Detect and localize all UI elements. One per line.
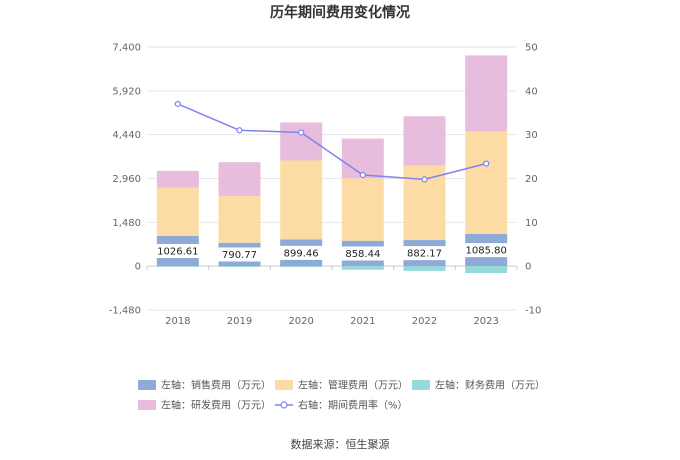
x-axis-tick-label: 2019 xyxy=(227,316,252,327)
legend-line-marker xyxy=(280,401,288,409)
left-axis-tick-label: 5,920 xyxy=(112,86,141,97)
x-axis-tick-label: 2018 xyxy=(165,316,190,327)
legend-swatch xyxy=(412,380,430,390)
bar xyxy=(218,195,261,243)
bar xyxy=(280,266,323,268)
data-label: 899.46 xyxy=(284,248,319,259)
left-axis-ticks: 7,400 5,920 4,440 2,960 1,480 0 -1,480 xyxy=(109,43,141,317)
chart-title: 历年期间费用变化情况 xyxy=(270,4,410,21)
data-label-bg xyxy=(340,246,386,261)
data-label: 882.17 xyxy=(407,249,442,260)
bars xyxy=(156,55,508,273)
bar xyxy=(341,266,384,270)
right-axis-tick-label: 50 xyxy=(525,43,538,54)
x-axis-tick-label: 2022 xyxy=(412,316,437,327)
legend[interactable]: 左轴：销售费用（万元） 左轴：管理费用（万元） 左轴：财务费用（万元） 左轴：研发费用… xyxy=(138,379,545,412)
x-axis-tick-label: 2021 xyxy=(350,316,375,327)
bar xyxy=(280,122,323,161)
right-axis-tick-label: -10 xyxy=(525,306,541,317)
data-labels: 1026.61 790.77 899.46 858.44 882.17 1085.80 xyxy=(152,243,512,262)
data-label: 858.44 xyxy=(345,249,380,260)
bar xyxy=(156,187,199,236)
bar xyxy=(403,266,446,271)
data-label-bg xyxy=(217,247,262,262)
bar xyxy=(465,266,508,273)
bar xyxy=(218,162,261,196)
gridlines xyxy=(147,46,517,311)
legend-swatch xyxy=(138,380,156,390)
right-axis-tick-label: 20 xyxy=(525,174,538,185)
x-axis-tick-label: 2023 xyxy=(473,316,498,327)
data-label: 1026.61 xyxy=(157,246,198,257)
left-axis-tick-label: 7,400 xyxy=(112,43,141,54)
data-label: 1085.80 xyxy=(465,246,506,257)
left-axis-tick-label: 2,960 xyxy=(112,174,141,185)
right-axis-tick-label: 30 xyxy=(525,130,538,141)
expense-rate-line-path xyxy=(177,103,487,181)
expense-rate-point xyxy=(174,100,181,108)
right-axis-tick-label: 40 xyxy=(525,86,538,97)
right-axis-tick-label: 0 xyxy=(525,262,531,273)
right-axis-ticks: 50 40 30 20 10 0 -10 xyxy=(525,43,541,317)
left-axis-tick-label: -1,480 xyxy=(109,306,141,317)
data-label: 790.77 xyxy=(222,250,257,261)
data-label-bg xyxy=(460,243,512,258)
expense-rate-line xyxy=(174,100,490,183)
left-axis-tick-label: 4,440 xyxy=(112,130,141,141)
legend-label: 左轴：研发费用（万元） xyxy=(161,399,271,412)
bar xyxy=(280,160,323,240)
bar xyxy=(156,170,199,188)
expense-rate-point xyxy=(359,171,366,179)
legend-label: 左轴：销售费用（万元） xyxy=(161,379,271,392)
legend-label: 左轴：管理费用（万元） xyxy=(298,379,408,392)
legend-swatch xyxy=(138,400,156,410)
right-axis-tick-label: 10 xyxy=(525,218,538,229)
expense-rate-point xyxy=(483,160,490,167)
expense-rate-point xyxy=(421,176,428,183)
expense-rate-point xyxy=(236,127,243,134)
legend-swatch xyxy=(275,380,293,390)
data-label-bg xyxy=(402,246,447,261)
data-label-bg xyxy=(152,243,204,258)
x-axis-ticks: 2018 2019 2020 2021 2022 2023 xyxy=(146,266,518,327)
left-axis-tick-label: 0 xyxy=(135,262,141,273)
bar xyxy=(341,138,384,179)
bar xyxy=(465,131,508,235)
bar xyxy=(218,266,261,267)
data-label-bg xyxy=(278,245,324,260)
bar xyxy=(403,116,446,166)
bar xyxy=(156,266,199,267)
source-text: 数据来源：恒生聚源 xyxy=(291,437,390,451)
bar xyxy=(465,55,508,132)
legend-label: 右轴：期间费用率（%） xyxy=(298,399,408,412)
expense-rate-point xyxy=(298,129,305,136)
bar xyxy=(341,178,384,241)
legend-label: 左轴：财务费用（万元） xyxy=(435,379,545,392)
x-axis-tick-label: 2020 xyxy=(288,316,313,327)
left-axis-tick-label: 1,480 xyxy=(112,218,141,229)
